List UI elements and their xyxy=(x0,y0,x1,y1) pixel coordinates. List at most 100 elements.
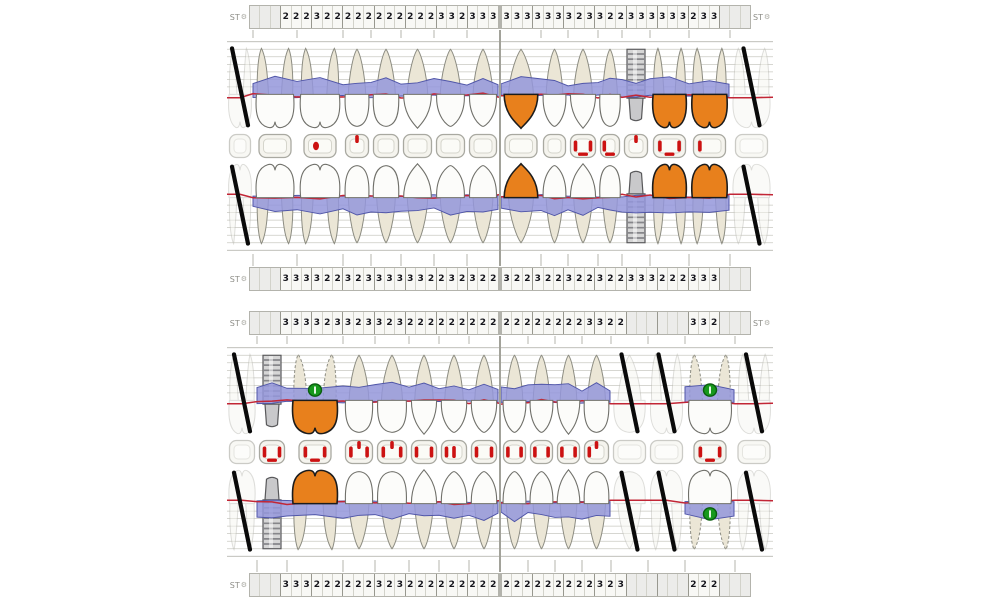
crown-restoration[interactable] xyxy=(691,93,728,129)
probing-depth-cell[interactable]: 2 xyxy=(487,574,498,596)
probing-depth-cell[interactable] xyxy=(646,312,657,334)
occlusal-tooth-view[interactable] xyxy=(623,133,649,159)
probing-depth-cell[interactable]: 2 xyxy=(456,6,467,28)
tooth-crown[interactable] xyxy=(502,471,527,505)
probing-depth-cell[interactable]: 2 xyxy=(290,6,301,28)
tooth-crown[interactable] xyxy=(569,93,597,130)
occlusal-tooth-view[interactable] xyxy=(470,439,498,465)
occlusal-tooth-view[interactable] xyxy=(542,133,567,159)
tooth-crown[interactable] xyxy=(470,471,498,505)
occlusal-row[interactable] xyxy=(227,438,773,466)
probing-depth-cell[interactable]: 2 xyxy=(332,268,343,290)
probing-depth-cell[interactable] xyxy=(635,574,647,596)
probing-depth-cell[interactable]: 3 xyxy=(487,6,498,28)
probing-depth-cell[interactable]: 2 xyxy=(542,268,553,290)
furcation-marker-icon[interactable] xyxy=(307,383,323,397)
gear-icon[interactable]: ⚙ xyxy=(763,13,771,21)
probing-depth-cell[interactable]: 2 xyxy=(604,268,616,290)
probing-depth-cell[interactable] xyxy=(729,574,740,596)
tooth-crown[interactable] xyxy=(687,399,733,435)
probing-depth-cell[interactable] xyxy=(646,574,657,596)
occlusal-tooth-view[interactable] xyxy=(502,439,527,465)
probing-depth-cell[interactable] xyxy=(739,6,750,28)
probing-depth-cell[interactable]: 2 xyxy=(321,312,332,334)
probing-depth-cell[interactable]: 2 xyxy=(435,312,447,334)
probing-depth-cell[interactable]: 3 xyxy=(502,268,512,290)
probing-depth-cell[interactable] xyxy=(250,6,260,28)
probing-depth-cell[interactable]: 3 xyxy=(394,574,405,596)
probing-depth-cell[interactable]: 3 xyxy=(502,6,512,28)
probing-depth-cell[interactable]: 2 xyxy=(446,312,457,334)
occlusal-tooth-view[interactable] xyxy=(583,439,610,465)
tooth-crown[interactable] xyxy=(344,165,370,199)
probing-depth-cell[interactable]: 2 xyxy=(573,6,584,28)
probing-depth-cell[interactable]: 2 xyxy=(573,312,584,334)
occlusal-tooth-view[interactable] xyxy=(556,439,581,465)
occlusal-tooth-view[interactable] xyxy=(652,133,687,159)
tooth-crown[interactable] xyxy=(299,163,341,199)
probing-depth-cell[interactable]: 3 xyxy=(290,268,301,290)
probing-depth-cell[interactable]: 3 xyxy=(625,6,636,28)
probing-depth-cell[interactable]: 2 xyxy=(677,268,688,290)
probing-depth-cell[interactable]: 3 xyxy=(687,312,699,334)
probing-depth-cell[interactable] xyxy=(635,312,647,334)
occlusal-tooth-view[interactable] xyxy=(737,439,771,465)
probing-depth-cell[interactable] xyxy=(739,574,750,596)
occlusal-tooth-view[interactable] xyxy=(468,133,498,159)
probing-depth-cell[interactable]: 3 xyxy=(446,268,457,290)
occlusal-tooth-view[interactable] xyxy=(599,133,621,159)
probing-depth-cell[interactable]: 2 xyxy=(321,574,332,596)
probing-depth-cell[interactable]: 2 xyxy=(404,6,415,28)
occlusal-tooth-view[interactable] xyxy=(504,133,538,159)
probing-depth-cell[interactable]: 3 xyxy=(594,268,605,290)
tooth-crown[interactable] xyxy=(403,162,432,199)
crown-restoration[interactable] xyxy=(651,93,688,129)
probing-depth-cell[interactable] xyxy=(656,312,667,334)
probing-depth-cell[interactable]: 3 xyxy=(466,6,478,28)
probing-depth-cell[interactable]: 2 xyxy=(394,6,405,28)
tooth-crown[interactable] xyxy=(436,93,465,127)
gear-icon[interactable]: ⚙ xyxy=(240,581,247,589)
probing-depth-cell[interactable] xyxy=(677,574,688,596)
tooth-crown[interactable] xyxy=(583,399,610,433)
probing-depth-cell[interactable]: 3 xyxy=(698,6,709,28)
probing-depth-cell[interactable] xyxy=(259,6,270,28)
probing-depth-cell[interactable]: 3 xyxy=(311,268,322,290)
occlusal-row[interactable] xyxy=(227,132,773,160)
gear-icon[interactable]: ⚙ xyxy=(240,319,247,327)
tooth-crown[interactable] xyxy=(440,471,468,505)
probing-depth-cell[interactable] xyxy=(729,312,740,334)
probing-depth-cell[interactable]: 2 xyxy=(542,312,553,334)
occlusal-tooth-view[interactable] xyxy=(344,133,370,159)
furcation-marker-icon[interactable] xyxy=(702,383,718,397)
occlusal-tooth-view[interactable] xyxy=(298,439,332,465)
probing-depth-cell[interactable] xyxy=(259,268,270,290)
tooth-crown[interactable] xyxy=(542,165,567,199)
probing-depth-cell[interactable]: 2 xyxy=(352,574,364,596)
probing-depth-cell[interactable]: 3 xyxy=(656,6,667,28)
probing-depth-cell[interactable]: 2 xyxy=(383,312,395,334)
probing-depth-cell[interactable]: 3 xyxy=(584,6,595,28)
probing-depth-cell[interactable]: 3 xyxy=(300,574,312,596)
probing-depth-cell[interactable]: 2 xyxy=(552,268,564,290)
probing-depth-cell[interactable]: 3 xyxy=(594,6,605,28)
probing-depth-cell[interactable]: 3 xyxy=(521,6,533,28)
tooth-crown[interactable] xyxy=(556,399,581,436)
probing-depth-cell[interactable]: 3 xyxy=(435,6,447,28)
tooth-crown[interactable] xyxy=(470,399,498,433)
probing-depth-cell[interactable] xyxy=(718,574,730,596)
tooth-crown[interactable] xyxy=(440,399,468,433)
probing-depth-cell[interactable]: 2 xyxy=(425,6,436,28)
probing-depth-cell[interactable]: 3 xyxy=(394,268,405,290)
probing-depth-cell[interactable]: 2 xyxy=(456,574,467,596)
probing-depth-cell[interactable]: 2 xyxy=(708,312,719,334)
probing-depth-cell[interactable]: 3 xyxy=(446,6,457,28)
probing-depth-cell[interactable]: 2 xyxy=(532,574,543,596)
tooth-crown[interactable] xyxy=(372,165,400,199)
occlusal-tooth-view[interactable] xyxy=(228,439,256,465)
probing-depth-cell[interactable] xyxy=(250,312,260,334)
tooth-crown[interactable] xyxy=(569,162,597,199)
occlusal-tooth-view[interactable] xyxy=(228,133,252,159)
probing-depth-cell[interactable] xyxy=(269,6,281,28)
probing-depth-cell[interactable] xyxy=(259,312,270,334)
